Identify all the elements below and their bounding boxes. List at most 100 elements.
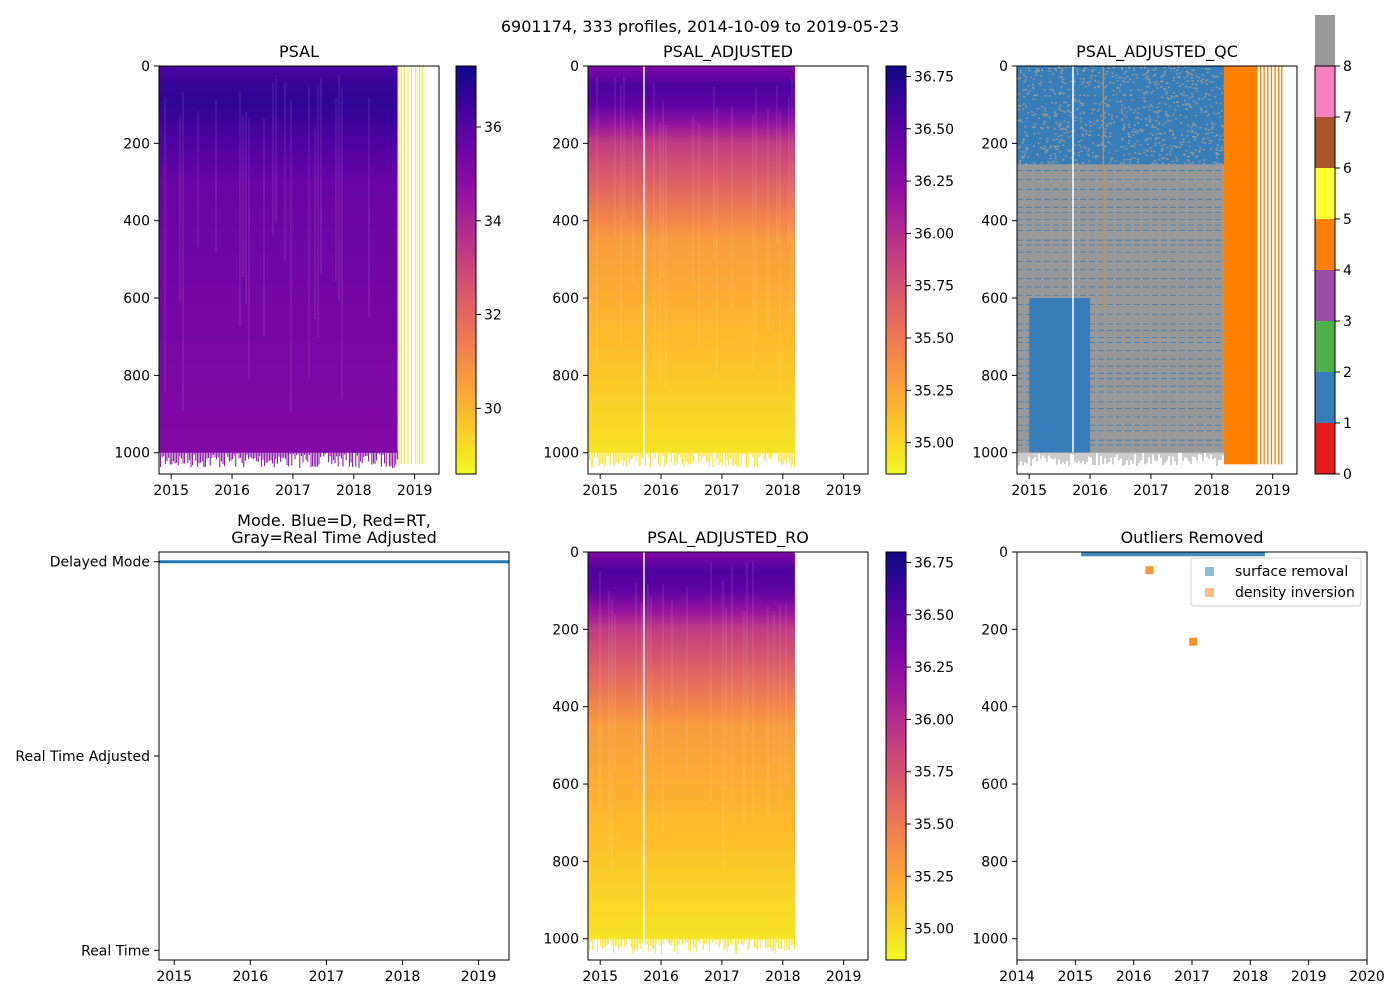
qc-speckle xyxy=(1195,102,1198,105)
qc-speckle xyxy=(1184,116,1187,119)
qc-speckle xyxy=(1222,139,1225,141)
qc-speckle xyxy=(1190,126,1193,128)
qc-speckle xyxy=(1176,101,1179,103)
qc-speckle xyxy=(1017,99,1020,102)
y-tick-label: 600 xyxy=(981,777,1008,793)
axes-frame xyxy=(587,551,869,961)
qc-speckle xyxy=(1108,151,1111,153)
qc-speckle xyxy=(1134,143,1137,145)
qc-speckle xyxy=(1202,74,1205,76)
qc-speckle xyxy=(1097,81,1100,83)
qc-speckle xyxy=(1156,106,1159,109)
qc-speckle xyxy=(1140,67,1143,69)
qc-speckle xyxy=(1191,136,1194,138)
qc-speckle xyxy=(1133,124,1136,127)
qc-speckle xyxy=(1060,139,1063,141)
qc-speckle xyxy=(1169,153,1172,156)
qc-speckle xyxy=(1173,145,1176,148)
qc-speckle xyxy=(1083,94,1086,97)
qc-speckle xyxy=(1044,95,1047,97)
qc-speckle xyxy=(1186,103,1189,105)
qc-speckle xyxy=(1060,86,1063,88)
qc-speckle xyxy=(1047,161,1050,163)
x-tick-label: 2015 xyxy=(1058,969,1094,985)
qc-speckle xyxy=(1094,75,1097,77)
qc-speckle xyxy=(1145,139,1148,141)
qc-speckle xyxy=(1052,90,1055,92)
qc-speckle xyxy=(1055,148,1058,151)
qc-speckle xyxy=(1211,74,1214,77)
qc-speckle xyxy=(1216,75,1219,78)
qc-speckle xyxy=(1128,66,1131,68)
qc-speckle xyxy=(1142,129,1145,131)
x-tick-label: 2018 xyxy=(765,969,801,985)
qc-speckle xyxy=(1185,150,1188,152)
qc-speckle xyxy=(1079,94,1082,97)
qc-speckle xyxy=(1060,72,1063,75)
qc-speckle xyxy=(1026,111,1029,114)
qc-speckle xyxy=(1043,107,1046,110)
qc-speckle xyxy=(1067,125,1070,127)
colorbar-tick-label: 35.50 xyxy=(914,331,954,347)
qc-speckle xyxy=(1105,84,1108,87)
qc-speckle xyxy=(1055,146,1058,148)
qc-speckle xyxy=(1107,105,1110,107)
x-tick-label: 2018 xyxy=(765,483,801,499)
qc-speckle xyxy=(1123,158,1126,161)
qc-speckle xyxy=(1149,137,1152,140)
qc-speckle xyxy=(1203,159,1206,161)
qc-speckle xyxy=(1077,151,1080,154)
qc-speckle xyxy=(1060,76,1063,78)
qc-speckle xyxy=(1128,135,1131,138)
y-tick-label: 800 xyxy=(981,368,1008,384)
qc-speckle xyxy=(1144,106,1147,109)
qc-speckle xyxy=(1215,152,1218,154)
qc-speckle xyxy=(1200,111,1203,113)
qc-speckle xyxy=(1063,128,1066,130)
qc-speckle xyxy=(1075,162,1078,165)
colorbar-tick-label: 1 xyxy=(1343,416,1352,432)
qc-speckle xyxy=(1112,82,1115,84)
qc-speckle xyxy=(1054,133,1057,135)
qc-speckle xyxy=(1049,147,1052,149)
qc-speckle xyxy=(1078,154,1081,157)
density-inversion-point xyxy=(1189,637,1198,646)
qc-speckle xyxy=(1214,75,1217,78)
qc-speckle xyxy=(1106,70,1109,73)
qc-speckle xyxy=(1191,95,1194,98)
qc-speckle xyxy=(1133,157,1136,159)
qc-speckle xyxy=(1112,94,1115,96)
qc-speckle xyxy=(1218,138,1221,141)
qc-speckle xyxy=(1122,129,1125,131)
qc-speckle xyxy=(1155,81,1158,83)
qc-speckle xyxy=(1032,114,1035,116)
qc-speckle xyxy=(1044,151,1047,154)
qc-speckle xyxy=(1163,157,1166,159)
qc-speckle xyxy=(1204,80,1207,83)
qc-speckle xyxy=(1183,153,1186,156)
qc-speckle xyxy=(1046,138,1049,140)
qc-speckle xyxy=(1168,115,1171,117)
qc-speckle xyxy=(1186,75,1189,77)
qc-speckle xyxy=(1029,90,1032,92)
qc-speckle xyxy=(1119,162,1122,164)
qc-speckle xyxy=(1222,133,1225,136)
qc-speckle xyxy=(1060,92,1063,94)
qc-speckle xyxy=(1092,142,1095,144)
qc-speckle xyxy=(1087,84,1090,86)
qc-speckle xyxy=(1186,72,1189,75)
qc-speckle xyxy=(1206,114,1209,117)
qc-speckle xyxy=(1128,139,1131,142)
qc-speckle xyxy=(1198,160,1201,163)
qc-speckle xyxy=(1060,128,1063,130)
colorbar-tick-label: 32 xyxy=(484,308,502,324)
qc-speckle xyxy=(1220,124,1223,127)
qc-speckle xyxy=(1190,77,1193,79)
qc-speckle xyxy=(1039,83,1042,86)
qc-speckle xyxy=(1146,137,1149,140)
qc-speckle xyxy=(1195,89,1198,92)
qc-speckle xyxy=(1199,146,1202,149)
qc-speckle xyxy=(1169,120,1172,123)
qc-speckle xyxy=(1021,151,1024,153)
qc-speckle xyxy=(1194,131,1197,134)
